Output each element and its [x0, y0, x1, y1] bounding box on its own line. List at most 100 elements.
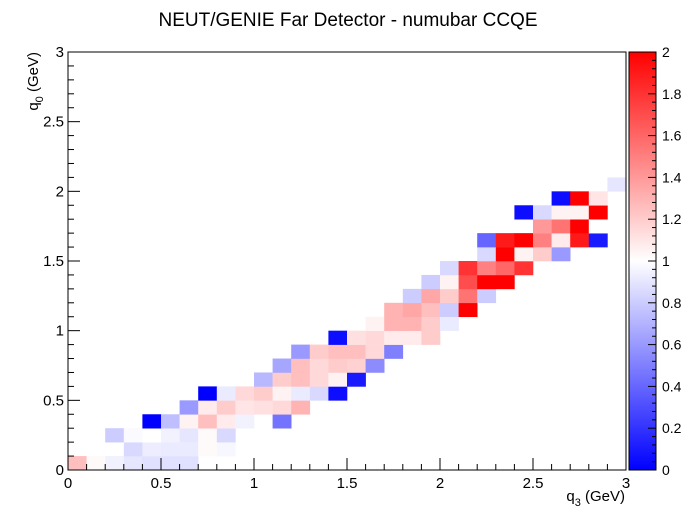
- heatmap-cell: [161, 442, 180, 457]
- y-axis-tick-labels: 0 0.5 1 1.5 2 2.5 3: [43, 44, 64, 479]
- heatmap-cell: [533, 233, 552, 248]
- color-scale-tick-label: 0.4: [662, 378, 682, 394]
- heatmap-cell: [216, 400, 236, 415]
- heatmap-cell: [123, 428, 143, 443]
- heatmap-cell: [551, 247, 571, 262]
- heatmap-cell: [384, 302, 404, 318]
- heatmap-cell: [588, 233, 608, 248]
- heatmap-cell: [216, 428, 236, 443]
- heatmap-cell: [421, 316, 441, 331]
- chart-title: NEUT/GENIE Far Detector - numubar CCQE: [158, 10, 537, 31]
- heatmap-cell: [216, 386, 236, 401]
- heatmap-cell: [142, 428, 162, 443]
- heatmap-cell: [495, 274, 515, 290]
- color-scale-ticks: [648, 51, 656, 471]
- heatmap-cell: [235, 386, 255, 401]
- heatmap-cell: [421, 274, 441, 290]
- color-scale-tick-label: 0.6: [662, 337, 682, 353]
- heatmap-cell: [458, 288, 478, 304]
- heatmap-cell: [402, 288, 422, 304]
- heatmap-cell: [254, 386, 273, 401]
- heatmap-cell: [328, 358, 348, 373]
- heatmap-cells: [68, 177, 627, 471]
- x-axis-title-main: q: [566, 488, 574, 505]
- heatmap-cell: [198, 442, 218, 457]
- heatmap-cell: [272, 372, 292, 387]
- heatmap-cell: [179, 400, 199, 415]
- heatmap-cell: [570, 191, 590, 206]
- color-scale-tick-label: 1.2: [662, 211, 682, 227]
- heatmap-cell: [458, 302, 478, 318]
- x-axis-tick-labels: 0 0.5 1 1.5 2 2.5 3: [64, 475, 630, 492]
- heatmap-cell: [533, 247, 552, 262]
- heatmap-cell: [384, 344, 404, 359]
- color-scale-tick-label: 1.6: [662, 128, 682, 144]
- y-tick-label: 1: [56, 323, 64, 340]
- heatmap-cell: [161, 456, 180, 471]
- y-tick-label: 0.5: [43, 392, 64, 409]
- heatmap-cell: [477, 247, 497, 262]
- heatmap-cell: [588, 205, 608, 220]
- heatmap-cell: [365, 358, 385, 373]
- heatmap-cell: [495, 233, 515, 248]
- heatmap-cell: [347, 372, 366, 387]
- x-axis-title: q3 (GeV): [566, 488, 625, 509]
- heatmap-cell: [365, 316, 385, 331]
- x-tick-label: 3: [622, 475, 630, 492]
- heatmap-cell: [272, 414, 292, 429]
- heatmap-cell: [68, 456, 87, 471]
- heatmap-cell: [402, 302, 422, 318]
- heatmap-cell: [254, 372, 273, 387]
- heatmap-cell: [105, 428, 125, 443]
- x-tick-label: 0.5: [151, 475, 172, 492]
- color-scale-tick-label: 0: [662, 462, 670, 478]
- heatmap-cell: [570, 205, 590, 220]
- heatmap-cell: [328, 372, 348, 387]
- x-axis-title-subscript: 3: [575, 497, 581, 509]
- heatmap-cell: [551, 191, 571, 206]
- heatmap-cell: [142, 414, 162, 429]
- heatmap-cell: [533, 205, 552, 220]
- color-scale-tick-label: 0.2: [662, 420, 682, 436]
- y-axis-title: q0 (GeV): [25, 52, 46, 111]
- heatmap-cell: [179, 414, 199, 429]
- y-tick-label: 2: [56, 183, 64, 200]
- heatmap-cell: [514, 261, 534, 276]
- heatmap-cell: [365, 344, 385, 359]
- heatmap-cell: [309, 372, 329, 387]
- x-axis-ticks: [67, 458, 627, 470]
- y-tick-label: 3: [56, 44, 64, 61]
- heatmap-cell: [272, 358, 292, 373]
- color-scale-tick-label: 1: [662, 253, 670, 269]
- heatmap-cell: [291, 344, 311, 359]
- color-scale-tick-label: 1.4: [662, 169, 682, 185]
- heatmap-cell: [440, 316, 459, 331]
- heatmap-cell: [291, 372, 311, 387]
- heatmap-cell: [514, 233, 534, 248]
- color-scale-tick-label: 1.8: [662, 86, 682, 102]
- heatmap-cell: [551, 233, 571, 248]
- heatmap-cell: [216, 414, 236, 429]
- heatmap-cell: [440, 288, 459, 304]
- heatmap-cell: [384, 330, 404, 345]
- heatmap-cell: [440, 274, 459, 290]
- heatmap-cell: [198, 400, 218, 415]
- heatmap-cell: [421, 288, 441, 304]
- heatmap-cell: [254, 400, 273, 415]
- heatmap-cell: [495, 261, 515, 276]
- heatmap-cell: [161, 414, 180, 429]
- color-scale-tick-label: 0.8: [662, 295, 682, 311]
- x-tick-label: 2.5: [523, 475, 544, 492]
- heatmap-cell: [477, 233, 497, 248]
- x-tick-label: 1.5: [337, 475, 358, 492]
- heatmap-cell: [198, 414, 218, 429]
- heatmap-cell: [291, 358, 311, 373]
- x-axis-title-unit: (GeV): [581, 488, 625, 505]
- heatmap-cell: [514, 205, 534, 220]
- heatmap-cell: [291, 400, 311, 415]
- heatmap-cell: [347, 358, 366, 373]
- y-axis-ticks: [68, 51, 80, 471]
- heatmap-cell: [198, 428, 218, 443]
- heatmap-cell: [477, 274, 497, 290]
